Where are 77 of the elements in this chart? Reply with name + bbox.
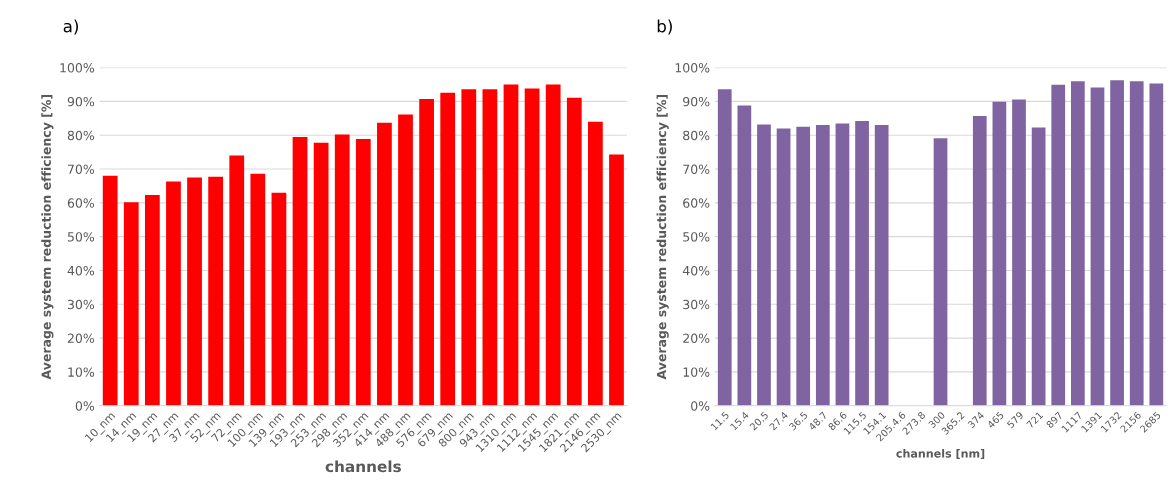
- bar: [1129, 81, 1144, 406]
- bar: [1012, 99, 1026, 406]
- bar: [503, 84, 519, 406]
- bar: [229, 155, 245, 406]
- x-tick-label: 579: [1006, 411, 1024, 429]
- y-tick-label: 90%: [67, 96, 95, 107]
- y-tick-label: 100%: [60, 63, 95, 73]
- bar: [187, 177, 202, 406]
- x-tick-label: 721: [1026, 411, 1044, 429]
- y-tick-label: 20%: [683, 333, 710, 344]
- bar: [377, 122, 392, 406]
- bar: [1110, 80, 1124, 406]
- y-axis-title: Average system reduction efficiency [%]: [41, 94, 54, 380]
- y-tick-label: 50%: [67, 232, 95, 242]
- bar: [208, 176, 224, 406]
- y-tick-label: 60%: [683, 198, 710, 208]
- y-tick-label: 100%: [675, 63, 710, 73]
- y-tick-label: 20%: [67, 333, 95, 344]
- bar: [419, 99, 434, 406]
- y-tick-label: 10%: [683, 367, 710, 377]
- bar: [1090, 87, 1105, 406]
- bar: [313, 142, 329, 406]
- bar: [796, 126, 811, 406]
- chart-title: a): [63, 19, 78, 35]
- bar: [566, 97, 582, 406]
- y-tick-label: 90%: [683, 96, 710, 107]
- chart-title: b): [657, 19, 672, 35]
- x-axis-title: channels [nm]: [896, 449, 985, 459]
- y-tick-label: 0%: [75, 401, 95, 411]
- bar: [874, 125, 889, 406]
- bar: [398, 114, 413, 406]
- y-tick-label: 0%: [691, 401, 710, 411]
- bar: [815, 125, 830, 406]
- bar: [166, 181, 181, 406]
- y-tick-label: 70%: [683, 164, 710, 174]
- y-tick-label: 80%: [67, 130, 95, 141]
- bar: [717, 89, 732, 406]
- bar: [933, 138, 948, 406]
- bar: [1031, 127, 1046, 406]
- y-tick-label: 10%: [68, 367, 95, 377]
- y-tick-label: 40%: [682, 265, 710, 276]
- y-tick-label: 50%: [683, 232, 710, 242]
- x-tick-label: 374: [967, 411, 985, 429]
- bar: [587, 121, 603, 406]
- bar: [1070, 81, 1085, 406]
- bar: [992, 101, 1007, 406]
- y-axis-title: Average system reduction efficiency [%]: [656, 94, 669, 380]
- bar: [524, 88, 540, 406]
- bar: [757, 124, 771, 406]
- y-tick-label: 60%: [67, 198, 95, 208]
- x-tick-label: 465: [986, 411, 1005, 429]
- bar: [102, 175, 118, 406]
- bar: [271, 192, 287, 406]
- y-tick-label: 40%: [67, 265, 95, 276]
- bar: [334, 134, 350, 406]
- bar: [545, 84, 561, 406]
- bar: [1051, 84, 1066, 406]
- bar: [835, 123, 850, 406]
- x-axis-title: channels: [325, 460, 401, 473]
- bar: [482, 89, 498, 406]
- y-tick-label: 70%: [68, 164, 95, 174]
- bar: [355, 138, 371, 406]
- bar: [440, 92, 456, 406]
- bar: [144, 195, 160, 406]
- bar: [737, 105, 752, 406]
- y-tick-label: 80%: [683, 130, 710, 141]
- bar: [855, 121, 869, 406]
- bar: [461, 89, 477, 406]
- bar: [123, 202, 139, 406]
- bar: [250, 173, 266, 406]
- bar: [776, 128, 791, 406]
- y-tick-label: 30%: [683, 299, 710, 310]
- bar: [972, 115, 987, 406]
- bar: [1149, 83, 1164, 406]
- bar: [292, 136, 308, 406]
- bar: [609, 154, 624, 406]
- y-tick-label: 30%: [67, 299, 95, 310]
